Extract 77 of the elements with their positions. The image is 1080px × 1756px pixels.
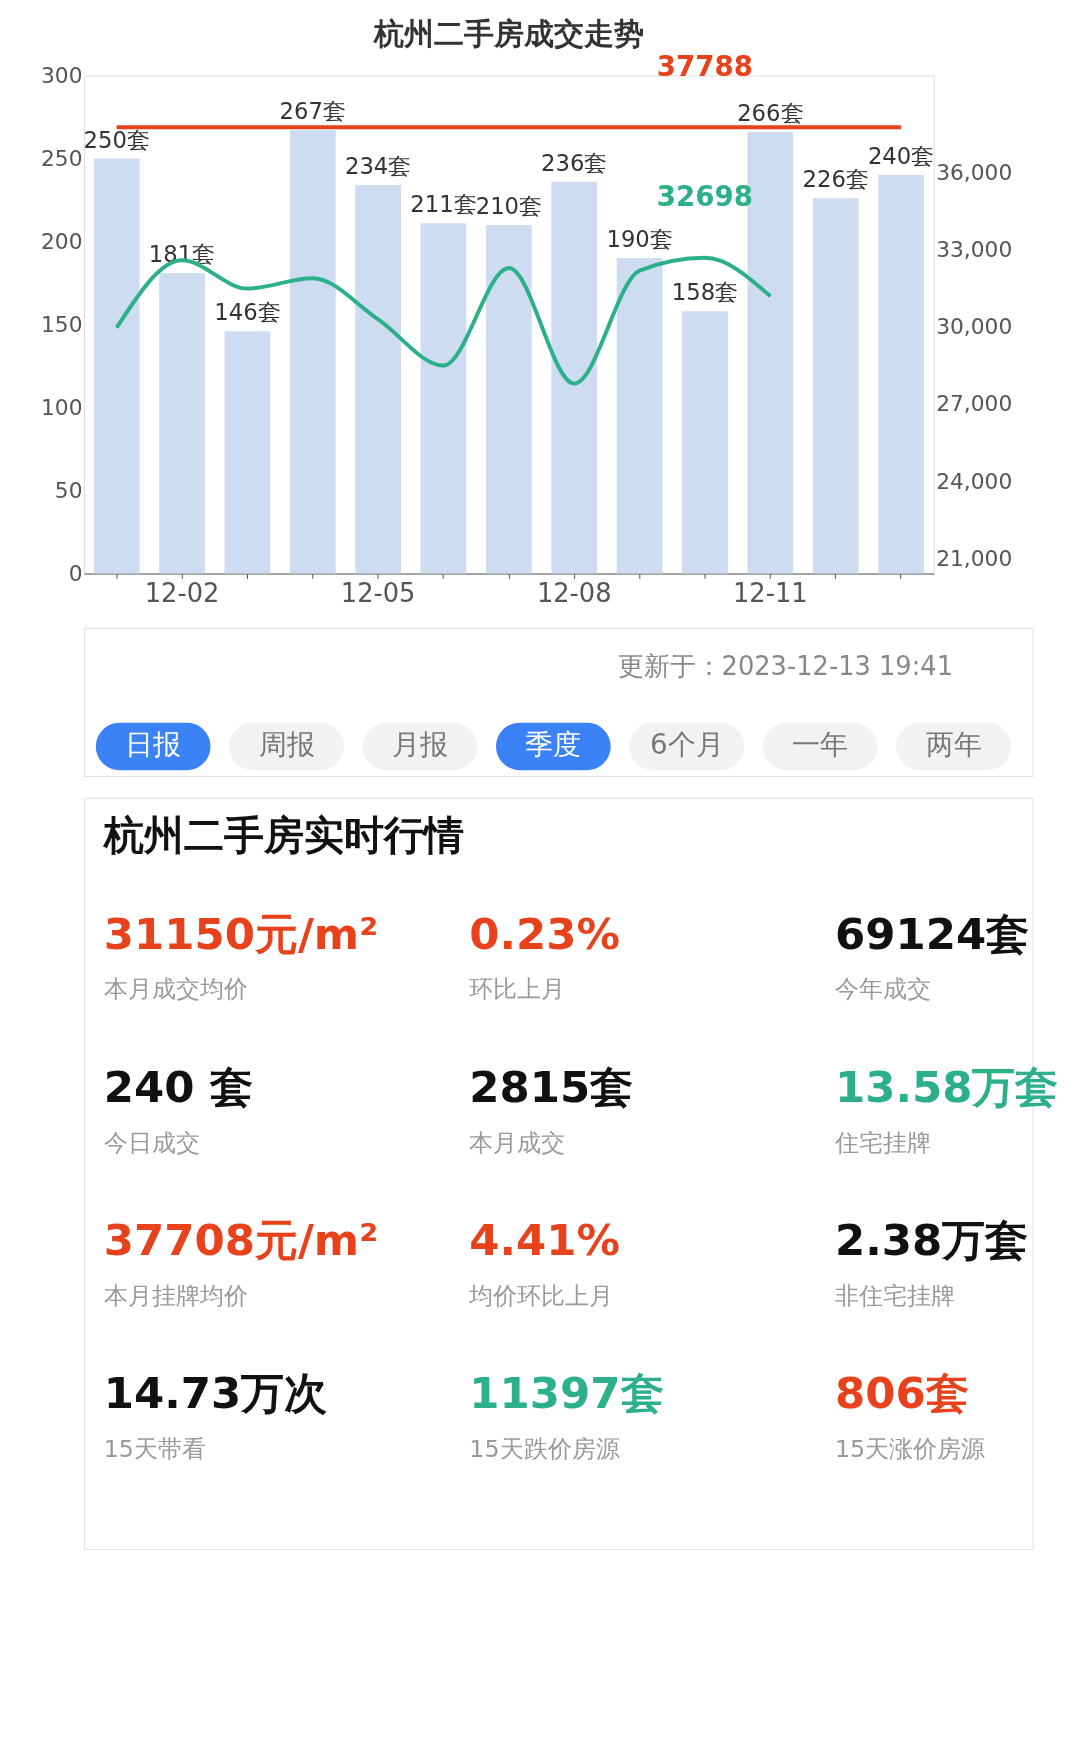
bar bbox=[93, 158, 140, 574]
text: 31150元/m² bbox=[103, 908, 379, 959]
data-label: 32698 bbox=[656, 180, 754, 214]
data-label: 158套 bbox=[671, 279, 739, 306]
x-tick-label: 12-05 bbox=[340, 577, 416, 608]
text: 6个月 bbox=[649, 728, 724, 762]
text: 13.58万套 bbox=[834, 1062, 1059, 1113]
text: 月报 bbox=[391, 728, 448, 762]
bar bbox=[289, 130, 336, 574]
data-label: 234套 bbox=[344, 153, 412, 180]
data-label: 211套 bbox=[410, 191, 477, 218]
text: 2.38万套 bbox=[834, 1215, 1029, 1266]
bar bbox=[812, 198, 859, 574]
text: 一年 bbox=[792, 728, 849, 762]
text: 今日成交 bbox=[103, 1128, 200, 1157]
bar bbox=[878, 175, 924, 574]
text: 非住宅挂牌 bbox=[834, 1281, 955, 1310]
bar bbox=[682, 311, 728, 574]
bar bbox=[159, 273, 205, 574]
y2-tick-label: 33,000 bbox=[936, 237, 1013, 263]
data-label: 236套 bbox=[541, 149, 608, 176]
text: 240 套 bbox=[103, 1062, 253, 1113]
text: 69124套 bbox=[834, 908, 1030, 959]
chart-title: 杭州二手房成交走势 bbox=[372, 16, 644, 52]
text: 37708元/m² bbox=[103, 1215, 379, 1266]
data-label: 240套 bbox=[867, 143, 935, 170]
y-tick-label: 250 bbox=[41, 145, 83, 171]
y-tick-label: 0 bbox=[68, 560, 83, 586]
text: 15天涨价房源 bbox=[834, 1434, 986, 1463]
text: 环比上月 bbox=[469, 975, 566, 1004]
data-label: 210套 bbox=[475, 193, 543, 220]
text: 15天带看 bbox=[103, 1434, 206, 1463]
text: 本月成交 bbox=[469, 1128, 566, 1157]
text: 季度 bbox=[525, 728, 582, 762]
y-tick-label: 100 bbox=[41, 394, 83, 420]
bar bbox=[224, 331, 271, 574]
bar bbox=[355, 185, 402, 574]
data-label: 190套 bbox=[606, 226, 673, 253]
y2-tick-label: 30,000 bbox=[936, 314, 1013, 340]
y-tick-label: 150 bbox=[41, 311, 83, 337]
x-tick-label: 12-02 bbox=[144, 577, 220, 608]
x-tick-label: 12-08 bbox=[536, 577, 612, 608]
text: 两年 bbox=[925, 728, 982, 762]
text: 均价环比上月 bbox=[468, 1281, 614, 1310]
bar bbox=[420, 223, 467, 574]
data-label: 267套 bbox=[279, 98, 346, 125]
y-tick-label: 300 bbox=[41, 62, 83, 88]
text: 15天跌价房源 bbox=[469, 1434, 620, 1463]
y2-tick-label: 27,000 bbox=[936, 391, 1013, 417]
text: 日报 bbox=[125, 728, 182, 762]
y2-tick-label: 36,000 bbox=[936, 160, 1013, 186]
text: 806套 bbox=[834, 1368, 969, 1419]
text: 杭州二手房实时行情 bbox=[101, 812, 464, 859]
y-tick-label: 200 bbox=[41, 228, 83, 254]
text: 周报 bbox=[258, 728, 315, 762]
data-label: 250套 bbox=[83, 126, 150, 153]
text: 11397套 bbox=[469, 1368, 664, 1419]
text: 住宅挂牌 bbox=[833, 1128, 931, 1157]
bar bbox=[486, 224, 532, 574]
text: 本月挂牌均价 bbox=[103, 1281, 248, 1310]
text: 0.23% bbox=[469, 908, 621, 959]
data-label: 266套 bbox=[737, 100, 804, 127]
data-label: 226套 bbox=[802, 166, 869, 193]
text: 今年成交 bbox=[834, 975, 931, 1004]
x-tick-label: 12-11 bbox=[733, 577, 808, 608]
bar bbox=[551, 181, 598, 574]
text: 4.41% bbox=[469, 1215, 621, 1266]
bar bbox=[616, 258, 663, 574]
text: 2815套 bbox=[469, 1062, 634, 1113]
text: 本月成交均价 bbox=[103, 975, 248, 1004]
text: 14.73万次 bbox=[103, 1368, 328, 1419]
y2-tick-label: 24,000 bbox=[936, 468, 1013, 494]
text: 更新于：2023-12-13 19:41 bbox=[617, 651, 954, 682]
y2-tick-label: 21,000 bbox=[936, 545, 1013, 571]
data-label: 146套 bbox=[214, 299, 281, 326]
data-label: 37788 bbox=[656, 49, 754, 83]
y-tick-label: 50 bbox=[54, 477, 83, 503]
